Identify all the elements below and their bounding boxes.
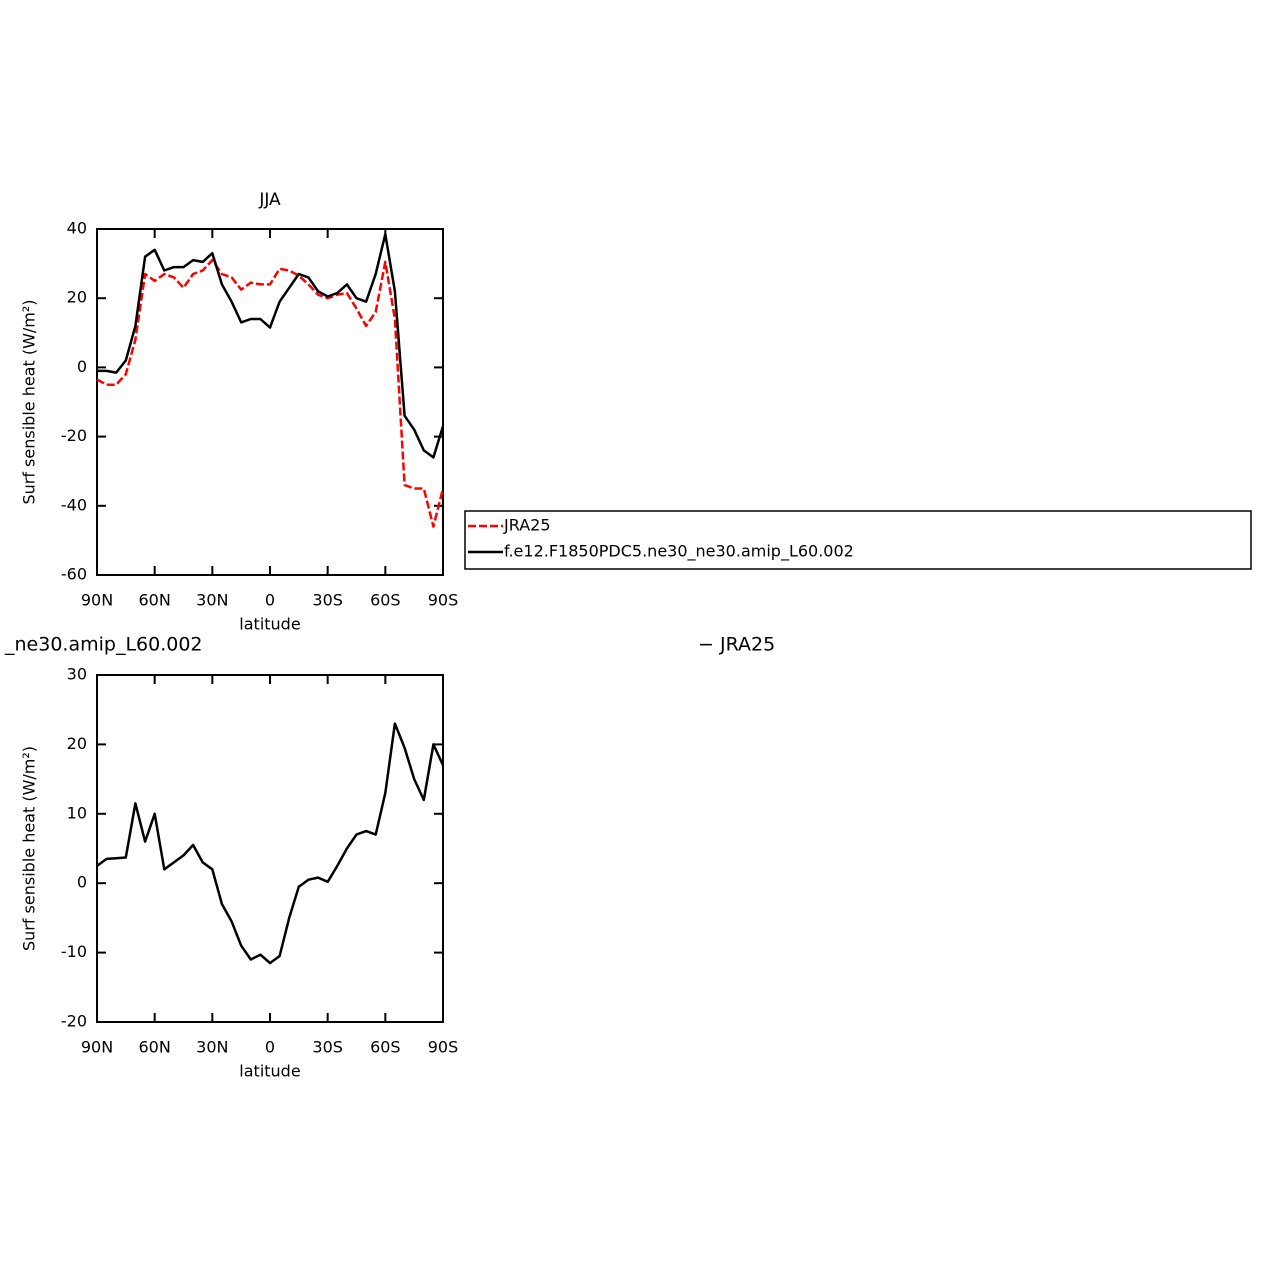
y-tick-label: 0 — [77, 357, 87, 376]
x-tick-label: 30S — [312, 591, 343, 610]
title-fragment: _ne30.amip_L60.002 — [4, 634, 203, 656]
x-axis-label: latitude — [239, 1062, 300, 1081]
chart-title: JJA — [258, 190, 281, 210]
legend-label: JRA25 — [503, 516, 551, 535]
y-tick-label: 30 — [67, 665, 87, 684]
y-tick-label: -40 — [61, 495, 87, 514]
y-axis-label: Surf sensible heat (W/m²) — [20, 746, 39, 951]
x-tick-label: 60S — [370, 1038, 401, 1057]
y-axis-label: Surf sensible heat (W/m²) — [20, 299, 39, 504]
y-tick-label: 20 — [67, 734, 87, 753]
y-tick-label: -20 — [61, 426, 87, 445]
y-tick-label: 40 — [67, 219, 87, 238]
y-tick-label: 10 — [67, 803, 87, 822]
x-axis-label: latitude — [239, 615, 300, 634]
x-tick-label: 60N — [139, 1038, 171, 1057]
y-tick-label: 20 — [67, 288, 87, 307]
x-tick-label: 30S — [312, 1038, 343, 1057]
x-tick-label: 90S — [428, 591, 459, 610]
x-tick-label: 0 — [265, 591, 275, 610]
title-fragment: − JRA25 — [698, 634, 775, 656]
y-tick-label: -10 — [61, 942, 87, 961]
x-tick-label: 90N — [81, 591, 113, 610]
y-tick-label: -60 — [61, 565, 87, 584]
y-tick-label: 0 — [77, 873, 87, 892]
x-tick-label: 60S — [370, 591, 401, 610]
x-tick-label: 30N — [196, 591, 228, 610]
x-tick-label: 90S — [428, 1038, 459, 1057]
page: JJA latitude Surf sensible heat (W/m²) 90N 6… — [0, 0, 1270, 1269]
x-tick-label: 90N — [81, 1038, 113, 1057]
y-tick-label: -20 — [61, 1012, 87, 1031]
legend-label: f.e12.F1850PDC5.ne30_ne30.amip_L60.002 — [504, 542, 854, 562]
x-tick-label: 60N — [139, 591, 171, 610]
x-tick-label: 30N — [196, 1038, 228, 1057]
x-tick-label: 0 — [265, 1038, 275, 1057]
